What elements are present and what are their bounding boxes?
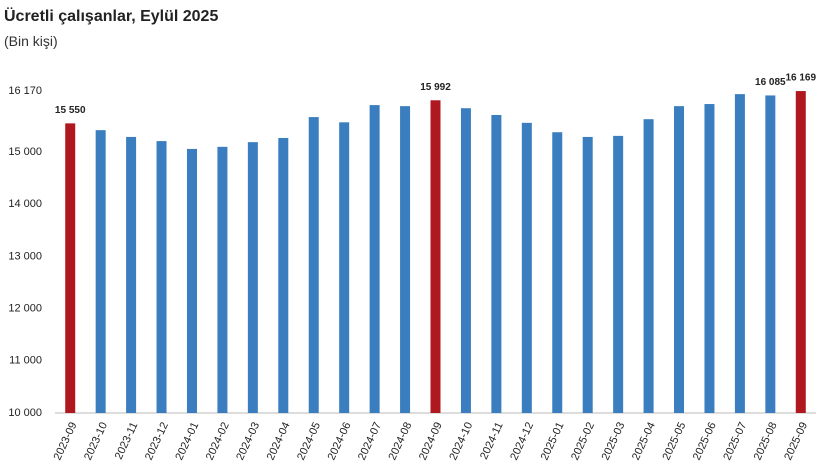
x-tick-label: 2025-02 xyxy=(569,420,597,462)
y-tick-label: 16 170 xyxy=(8,85,42,97)
bar xyxy=(582,136,593,413)
bar xyxy=(704,104,715,414)
x-tick-label: 2024-10 xyxy=(447,420,475,462)
x-tick-label: 2024-12 xyxy=(508,420,536,462)
x-tick-label: 2024-07 xyxy=(356,420,384,462)
x-tick-label: 2024-02 xyxy=(204,420,232,462)
bar xyxy=(278,137,289,413)
bar xyxy=(643,119,654,414)
x-tick-label: 2023-12 xyxy=(143,420,171,462)
bar xyxy=(339,122,350,413)
bar xyxy=(765,95,776,414)
x-tick-label: 2024-08 xyxy=(386,420,414,462)
value-label: 16 085 xyxy=(755,77,786,88)
x-tick-label: 2025-06 xyxy=(691,420,719,462)
bar xyxy=(795,91,806,413)
x-tick-label: 2024-11 xyxy=(478,420,506,461)
x-tick-label: 2024-03 xyxy=(234,420,262,462)
value-label: 15 550 xyxy=(55,105,86,116)
bar xyxy=(217,146,228,413)
y-tick-label: 15 000 xyxy=(8,146,42,158)
bar xyxy=(65,123,76,413)
bar xyxy=(247,142,258,414)
x-tick-label: 2023-10 xyxy=(82,420,110,462)
x-tick-label: 2023-11 xyxy=(113,420,141,461)
bar xyxy=(308,117,319,414)
bar xyxy=(400,106,411,413)
x-tick-label: 2025-01 xyxy=(539,420,567,462)
chart-title: Ücretli çalışanlar, Eylül 2025 xyxy=(4,6,218,25)
chart-subtitle: (Bin kişi) xyxy=(4,33,58,49)
x-tick-label: 2024-09 xyxy=(417,420,445,462)
bar xyxy=(186,148,197,413)
x-tick-label: 2023-09 xyxy=(52,420,80,462)
bar xyxy=(430,100,441,414)
x-tick-label: 2025-03 xyxy=(600,420,628,462)
bar xyxy=(95,130,106,414)
x-tick-label: 2024-01 xyxy=(173,420,201,462)
x-tick-label: 2024-06 xyxy=(326,420,354,462)
bar xyxy=(552,132,563,414)
x-tick-label: 2025-07 xyxy=(721,420,749,462)
bar xyxy=(369,105,380,413)
value-label: 15 992 xyxy=(420,82,451,93)
x-tick-label: 2024-04 xyxy=(265,420,293,462)
bar xyxy=(156,141,167,414)
y-tick-label: 11 000 xyxy=(9,355,42,367)
x-tick-label: 2025-05 xyxy=(660,420,688,462)
bar xyxy=(491,115,502,414)
bar xyxy=(460,108,471,413)
y-tick-label: 12 000 xyxy=(8,303,42,315)
x-tick-label: 2024-05 xyxy=(295,420,323,462)
x-tick-label: 2025-09 xyxy=(782,420,810,462)
value-label: 16 169 xyxy=(785,73,816,84)
x-tick-label: 2025-08 xyxy=(752,420,780,462)
y-tick-label: 13 000 xyxy=(8,250,42,262)
y-tick-label: 10 000 xyxy=(8,407,42,419)
bar xyxy=(674,106,685,413)
x-tick-label: 2025-04 xyxy=(630,420,658,462)
bar xyxy=(126,136,137,413)
bar xyxy=(521,122,532,413)
y-tick-label: 14 000 xyxy=(8,198,42,210)
bar xyxy=(734,94,745,413)
bar xyxy=(613,135,624,413)
